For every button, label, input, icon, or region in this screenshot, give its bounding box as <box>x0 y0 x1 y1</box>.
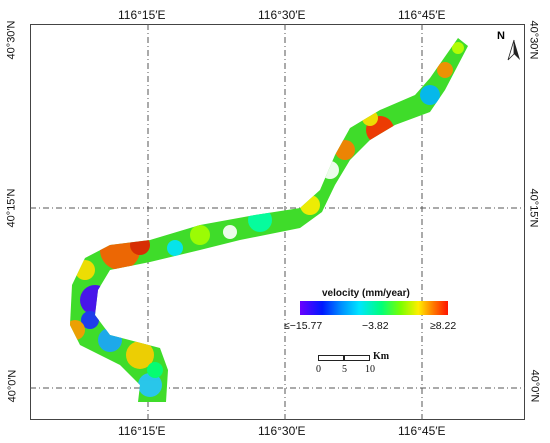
right-lat-label-3: 40°0′N <box>528 369 541 403</box>
legend-min-label: ≤−15.77 <box>284 320 323 332</box>
left-lat-label-1: 40°30′N <box>5 20 18 60</box>
legend-mid-label: −3.82 <box>362 320 389 332</box>
north-arrow: N <box>497 30 523 69</box>
legend-title: velocity (mm/year) <box>322 288 410 299</box>
scale-segment-2 <box>344 355 370 361</box>
right-lat-label-1: 40°30′N <box>527 20 540 60</box>
north-label: N <box>497 30 505 42</box>
legend-color-bar <box>300 301 448 315</box>
scale-tick-10: 10 <box>365 364 375 375</box>
bottom-lon-label-1: 116°15′E <box>118 424 166 438</box>
bottom-lon-label-2: 116°30′E <box>258 424 306 438</box>
scale-tick-5: 5 <box>342 364 347 375</box>
map-frame <box>30 24 525 420</box>
bottom-lon-label-3: 116°45′E <box>398 424 446 438</box>
north-arrow-icon <box>507 39 520 61</box>
right-lat-label-2: 40°15′N <box>527 188 540 228</box>
legend-max-label: ≥8.22 <box>430 320 457 332</box>
scale-segment-1 <box>318 355 344 361</box>
left-lat-label-2: 40°15′N <box>5 188 18 228</box>
left-lat-label-3: 40°0′N <box>6 369 19 403</box>
scale-tick-0: 0 <box>316 364 321 375</box>
velocity-swath <box>70 38 468 402</box>
top-lon-label-2: 116°30′E <box>258 8 306 22</box>
top-lon-label-1: 116°15′E <box>118 8 166 22</box>
scale-unit: Km <box>373 351 390 362</box>
top-lon-label-3: 116°45′E <box>398 8 446 22</box>
